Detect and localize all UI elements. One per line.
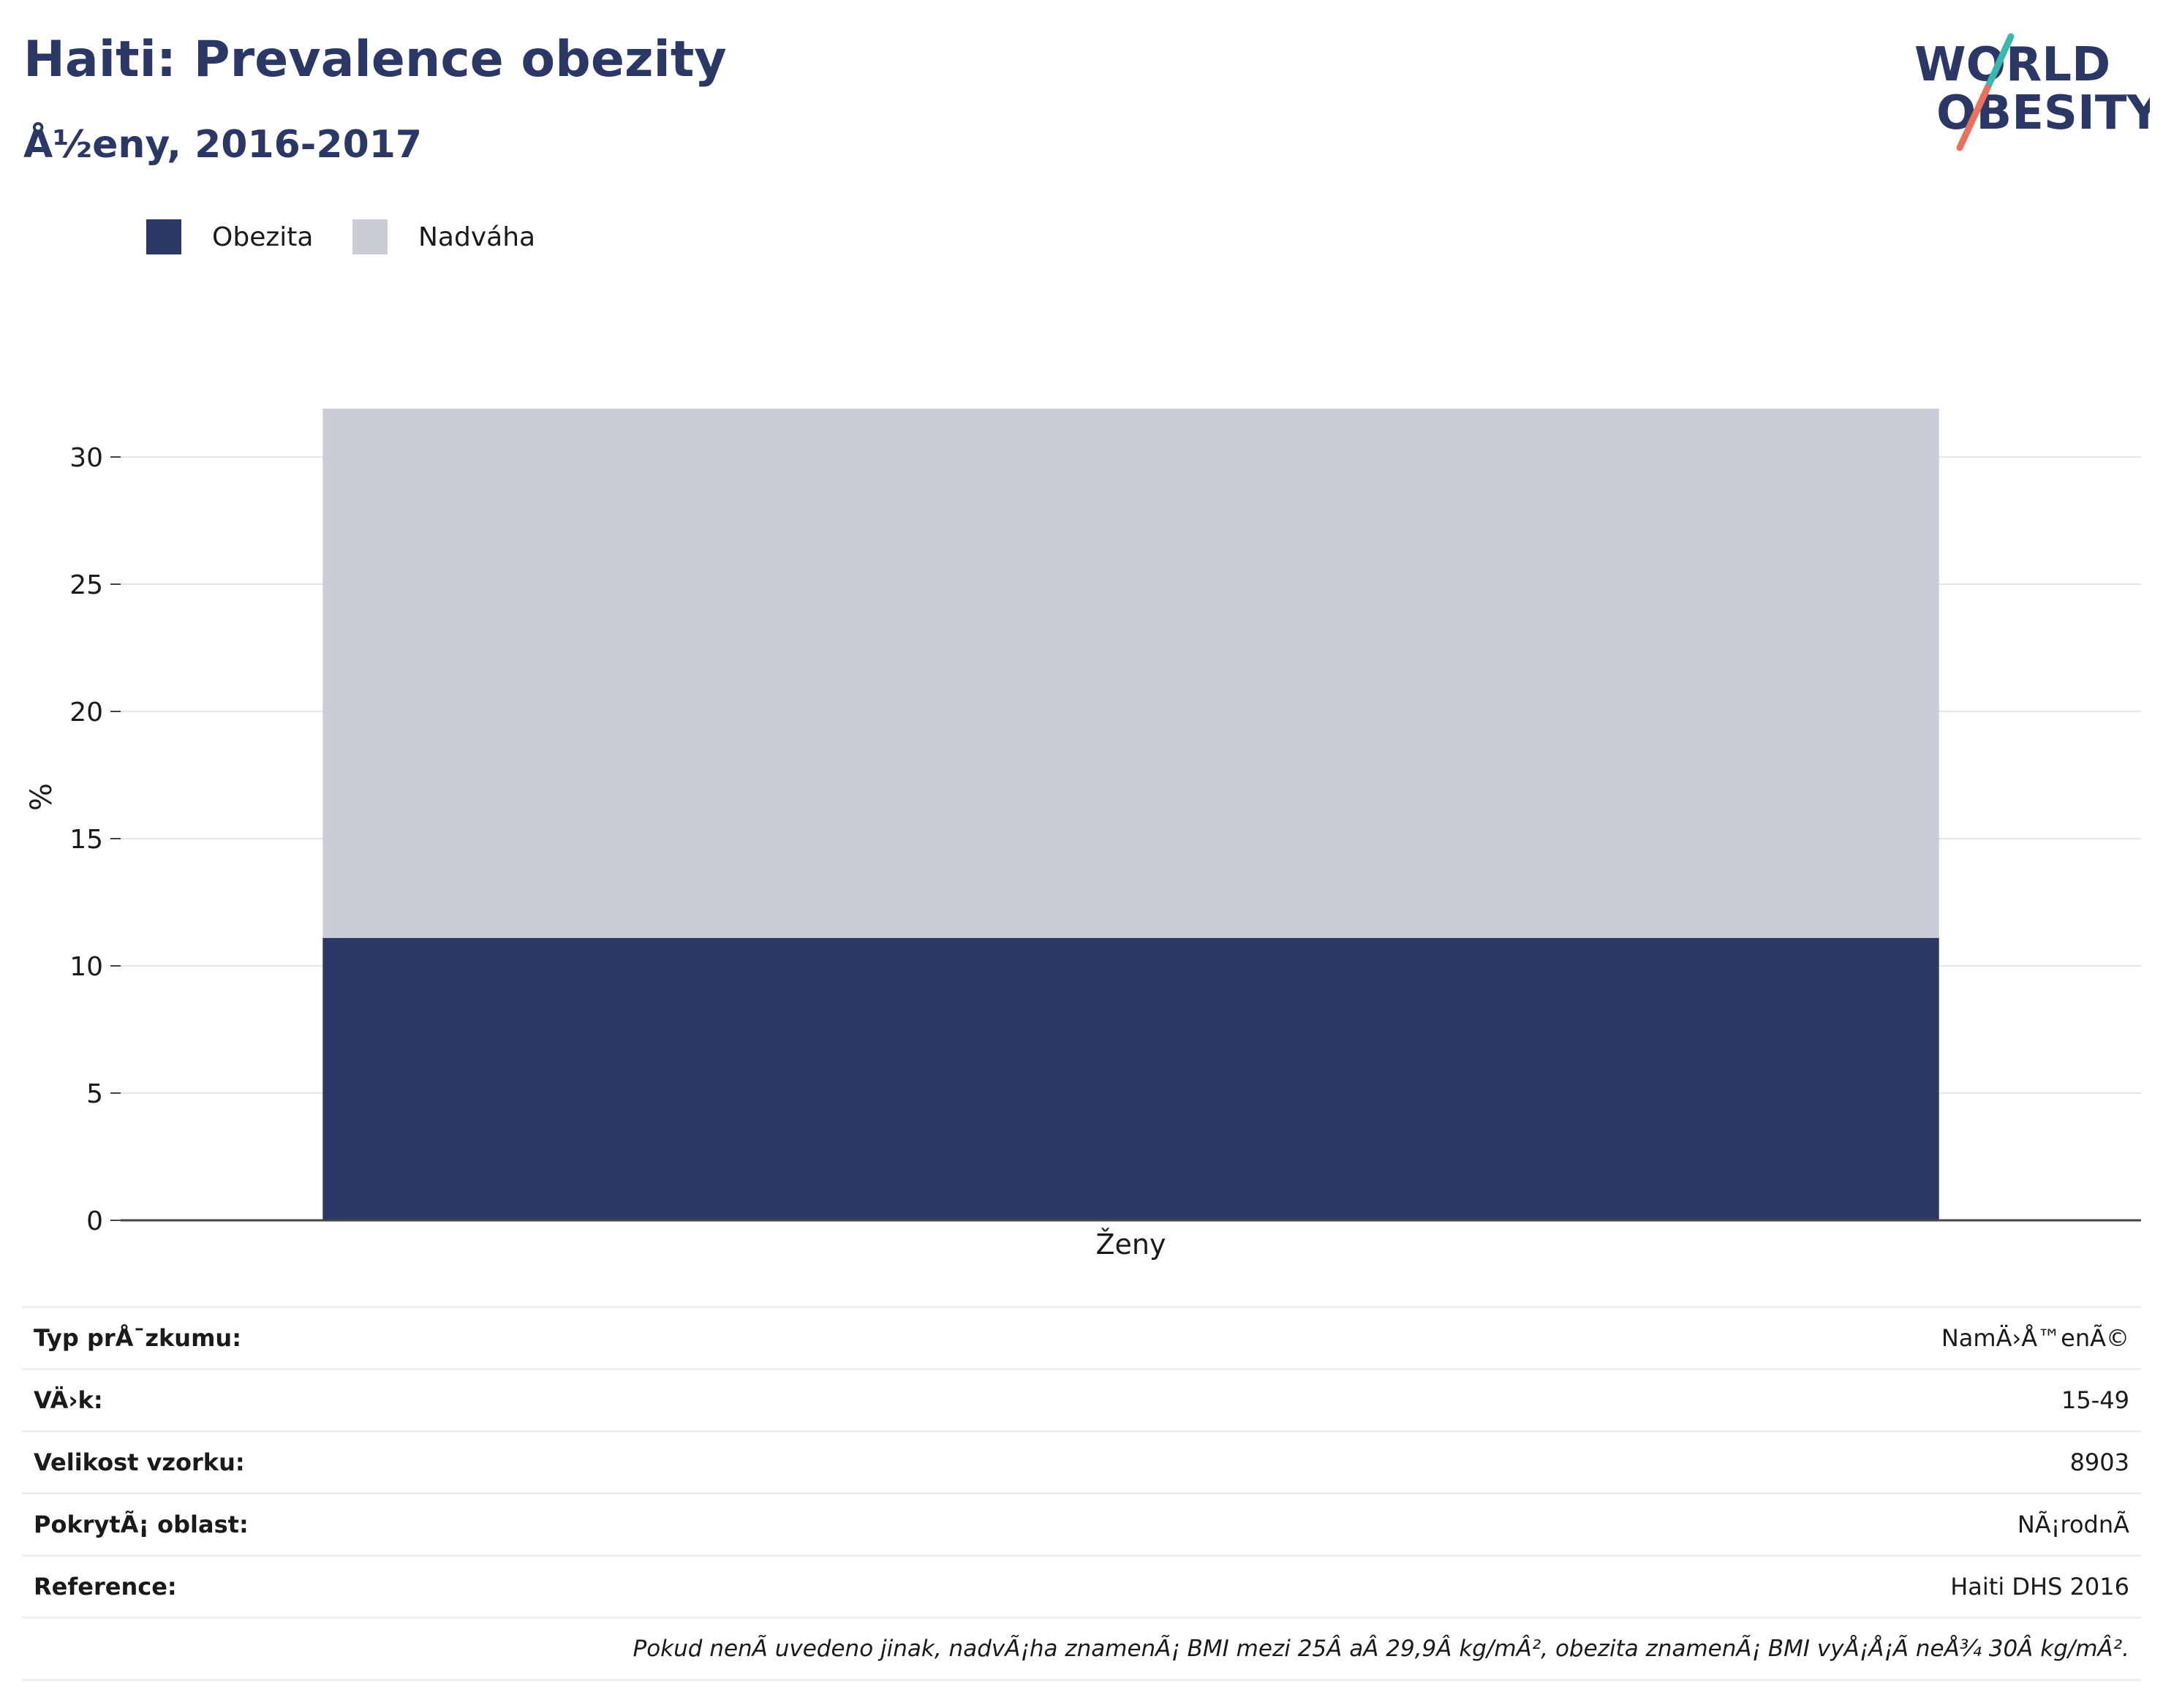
x-tick-label: Ženy bbox=[1096, 1228, 1166, 1261]
info-label: VÄ›k: bbox=[22, 1368, 1145, 1432]
logo-slash-teal bbox=[1984, 33, 2015, 91]
info-row: PokrytÃ¡ oblast: NÃ¡rodnÃ bbox=[22, 1492, 2141, 1556]
bar-overweight[interactable] bbox=[322, 408, 1939, 938]
chart-subtitle: Å½eny, 2016-2017 bbox=[23, 123, 423, 167]
info-value: NamÄ›Å™enÃ© bbox=[1144, 1306, 2141, 1369]
y-axis-ticks: 0 5 10 15 20 25 30 bbox=[69, 443, 121, 1236]
legend-label-overweight: Nadváha bbox=[418, 222, 536, 252]
y-axis-label: % bbox=[25, 783, 58, 811]
y-tick-label: 25 bbox=[69, 570, 103, 600]
logo-text-line1: WORLD bbox=[1914, 38, 2110, 92]
legend-swatch-overweight bbox=[352, 219, 388, 254]
survey-info-table: Typ prÅ¯zkumu: NamÄ›Å™enÃ© VÄ›k: 15-49 Velik… bbox=[22, 1306, 2141, 1681]
info-label: Reference: bbox=[22, 1554, 1145, 1618]
bar-obesity[interactable] bbox=[322, 937, 1939, 1220]
info-label: Typ prÅ¯zkumu: bbox=[22, 1306, 1145, 1369]
legend-label-obesity: Obezita bbox=[212, 222, 314, 252]
note-row: Pokud nenÃ uvedeno jinak, nadvÃ¡ha zname… bbox=[22, 1617, 2141, 1681]
y-tick-label: 15 bbox=[69, 825, 103, 855]
x-axis-ticks: Ženy bbox=[1096, 1228, 1166, 1261]
info-value: NÃ¡rodnÃ bbox=[1144, 1492, 2141, 1556]
y-tick-label: 30 bbox=[69, 443, 103, 473]
world-obesity-logo: WORLD OBESITY bbox=[1914, 33, 2150, 151]
info-value: 8903 bbox=[1144, 1430, 2141, 1494]
logo-text-line2: OBESITY bbox=[1936, 86, 2150, 140]
legend-swatch-obesity bbox=[146, 219, 181, 254]
info-row: VÄ›k: 15-49 bbox=[22, 1368, 2141, 1432]
info-label: Velikost vzorku: bbox=[22, 1430, 1145, 1494]
info-row: Velikost vzorku: 8903 bbox=[22, 1430, 2141, 1494]
legend-item-overweight[interactable]: Nadváha bbox=[352, 216, 535, 257]
logo-slash-coral bbox=[1956, 84, 1991, 151]
y-tick-label: 5 bbox=[86, 1079, 103, 1109]
info-row: Reference: Haiti DHS 2016 bbox=[22, 1554, 2141, 1618]
y-tick-label: 20 bbox=[69, 698, 103, 728]
y-tick-label: 0 bbox=[86, 1206, 103, 1236]
info-value: 15-49 bbox=[1144, 1368, 2141, 1432]
info-row: Typ prÅ¯zkumu: NamÄ›Å™enÃ© bbox=[22, 1306, 2141, 1369]
bar-chart: 0 5 10 15 20 25 30 Ženy % bbox=[25, 408, 2141, 1261]
bars bbox=[322, 408, 1939, 1220]
chart-title: Haiti: Prevalence obezity bbox=[23, 31, 727, 88]
footnote: Pokud nenÃ uvedeno jinak, nadvÃ¡ha zname… bbox=[22, 1617, 2141, 1681]
y-tick-label: 10 bbox=[69, 952, 103, 982]
info-value: Haiti DHS 2016 bbox=[1144, 1554, 2141, 1618]
info-label: PokrytÃ¡ oblast: bbox=[22, 1492, 1145, 1556]
legend-item-obesity[interactable]: Obezita bbox=[146, 216, 313, 257]
